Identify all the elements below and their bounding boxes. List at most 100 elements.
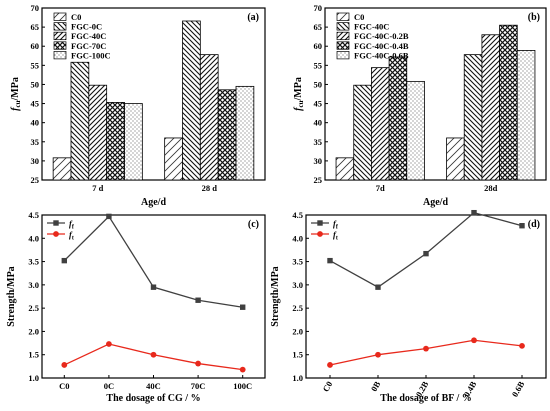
y-tick-label: 55: [314, 60, 323, 70]
data-point: [327, 362, 333, 368]
y-tick-label: 25: [314, 175, 323, 185]
x-tick-label: 100C: [233, 381, 252, 391]
bar: [371, 67, 390, 181]
bar: [124, 103, 143, 181]
data-point: [327, 257, 333, 264]
y-tick-label: 3.0: [28, 280, 39, 290]
legend-label: ft: [69, 230, 74, 242]
legend-label: FGC-40C: [71, 31, 106, 41]
data-point: [240, 304, 246, 310]
bar: [52, 157, 72, 181]
panel-label: (a): [247, 12, 259, 23]
bar: [199, 54, 219, 181]
legend-swatch: [336, 41, 350, 50]
y-tick-label: 2.0: [28, 326, 39, 336]
x-axis-label: Age/d: [423, 197, 448, 208]
y-tick-label: 70: [314, 3, 323, 13]
bar: [499, 24, 518, 181]
legend-label: ff: [69, 219, 75, 231]
y-tick-label: 25: [31, 175, 40, 185]
x-tick-label: 40C: [146, 381, 161, 391]
legend-label: FGC-40C: [354, 22, 389, 32]
bar: [217, 89, 237, 181]
legend-marker: [317, 220, 323, 226]
x-axis-label: The dosage of BF / %: [380, 393, 472, 404]
data-point: [61, 362, 68, 368]
y-axis-label: Strength/MPa: [270, 266, 281, 326]
x-tick-label: C0: [320, 380, 334, 394]
y-tick-label: 1.5: [28, 350, 39, 360]
x-tick-label: C0: [59, 381, 69, 391]
y-tick-label: 30: [31, 156, 40, 166]
legend-marker: [317, 231, 323, 237]
x-tick-label: 0.6B: [510, 379, 527, 398]
legend-label: C0: [354, 12, 364, 22]
y-axis-label: fcu/MPa: [293, 77, 305, 111]
y-tick-label: 50: [31, 79, 40, 89]
y-tick-label: 45: [314, 99, 323, 109]
bar: [353, 84, 372, 181]
legend-label: FGC-40C-0.2B: [354, 31, 409, 41]
bar: [481, 34, 500, 181]
bar: [182, 20, 201, 181]
x-tick-label: 28 d: [202, 183, 218, 193]
legend-label: ff: [333, 219, 339, 231]
panel-label: (d): [528, 219, 540, 230]
data-point: [471, 337, 477, 344]
data-point: [106, 341, 112, 347]
y-tick-label: 60: [314, 41, 323, 51]
y-tick-label: 65: [31, 22, 40, 32]
data-point: [150, 351, 157, 358]
plot-frame: [324, 7, 547, 181]
bar: [388, 56, 408, 181]
data-point: [471, 209, 477, 216]
legend-marker: [53, 220, 59, 226]
legend-swatch: [336, 12, 350, 21]
data-point: [195, 297, 201, 303]
y-tick-label: 1.0: [28, 373, 39, 383]
plot-frame: [305, 214, 547, 379]
bar: [88, 84, 108, 181]
data-point: [106, 213, 112, 220]
x-tick-label: 0.4B: [462, 379, 479, 398]
legend-swatch: [336, 31, 350, 41]
y-axis-label: fcu/MPa: [10, 77, 22, 111]
y-tick-label: 45: [31, 99, 40, 109]
series-line: [329, 339, 523, 366]
y-tick-label: 70: [31, 3, 40, 13]
legend-marker: [53, 231, 59, 237]
x-axis-label: Age/d: [141, 197, 166, 208]
bar: [406, 80, 425, 181]
y-tick-label: 3.5: [292, 257, 303, 267]
x-tick-label: 7d: [376, 183, 385, 193]
bar: [106, 102, 125, 181]
series-line: [63, 215, 243, 308]
x-axis-label: The dosage of CG / %: [106, 393, 200, 404]
legend-label: ft: [333, 230, 338, 242]
data-point: [375, 284, 381, 290]
bar: [235, 85, 255, 181]
y-tick-label: 2.5: [28, 303, 39, 313]
chart-panel-c: 1.0 1.5 2.0 2.5 3.0 3.5 4.0 4.5 Strength/MPa The …: [6, 210, 266, 404]
y-tick-label: 65: [314, 22, 323, 32]
bar: [164, 137, 183, 181]
legend-label: C0: [71, 12, 81, 22]
legend-swatch: [53, 41, 67, 50]
y-tick-label: 3.0: [292, 280, 303, 290]
data-point: [150, 284, 157, 290]
panel-label: (b): [528, 12, 540, 23]
chart-panel-b: 25 30 35 40 45 50 55 60 65 70 fcu/MPa Age/d (b) 7d 28d…: [293, 3, 547, 208]
y-tick-label: 60: [31, 41, 40, 51]
x-tick-label: 70C: [191, 381, 206, 391]
y-tick-label: 4.5: [292, 210, 303, 220]
y-tick-label: 40: [31, 118, 40, 128]
data-point: [423, 345, 429, 352]
chart-panel-a: 25 30 35 40 45 50 55 60 65 70 fcu/MPa Age/d (a) 7 d 28…: [10, 3, 266, 208]
legend-swatch: [336, 51, 350, 60]
y-tick-label: 2.0: [292, 326, 303, 336]
legend-label: FGC-100C: [71, 50, 111, 60]
plot-frame: [41, 7, 266, 181]
data-point: [519, 223, 525, 229]
y-tick-label: 2.5: [292, 303, 303, 313]
